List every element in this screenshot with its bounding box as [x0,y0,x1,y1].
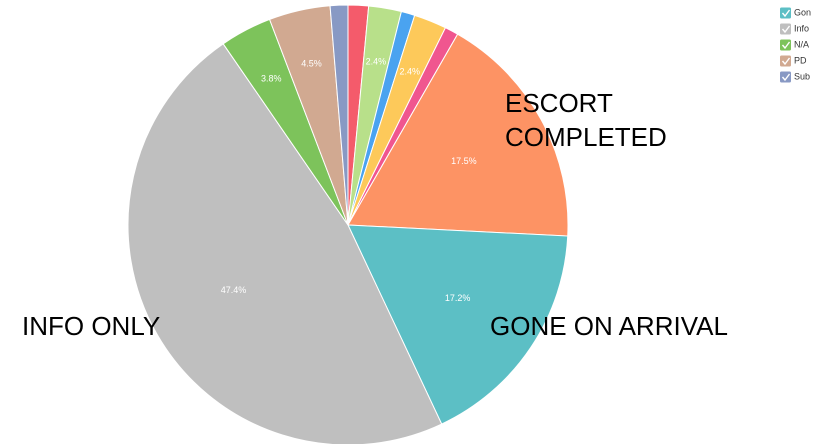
legend-label: Sub [794,71,810,81]
data-label: 17.5% [451,156,477,166]
data-label: 17.2% [445,293,471,303]
legend-check [781,9,791,18]
legend-checkbox [780,55,791,67]
data-label: 3.8% [261,73,282,83]
category-label-line: ESCORT [505,88,613,118]
data-label: 2.4% [399,66,420,76]
pie-slice [347,224,569,425]
legend-checkbox [780,23,791,35]
legend-checkbox [780,71,791,83]
pie-slice [347,33,569,237]
pie-slice [329,4,349,226]
data-label: 47.4% [221,285,247,295]
legend-label: Info [794,23,809,33]
legend-check [781,73,791,82]
category-label: ESCORT COMPLETED [505,88,667,152]
legend-checkbox [780,7,791,19]
legend-check [781,57,791,66]
category-label: GONE ON ARRIVAL [490,311,728,341]
category-label-line: COMPLETED [505,122,667,152]
legend-label: N/A [794,39,809,49]
legend-check [781,41,791,50]
data-label: 2.4% [366,57,387,67]
pie-slice [127,43,443,444]
data-label: 4.5% [301,58,322,68]
legend-label: Gon [794,7,811,17]
legend-check [781,25,791,34]
category-label: INFO ONLY [22,311,160,341]
legend-label: PD [794,55,807,65]
legend-checkbox [780,39,791,51]
